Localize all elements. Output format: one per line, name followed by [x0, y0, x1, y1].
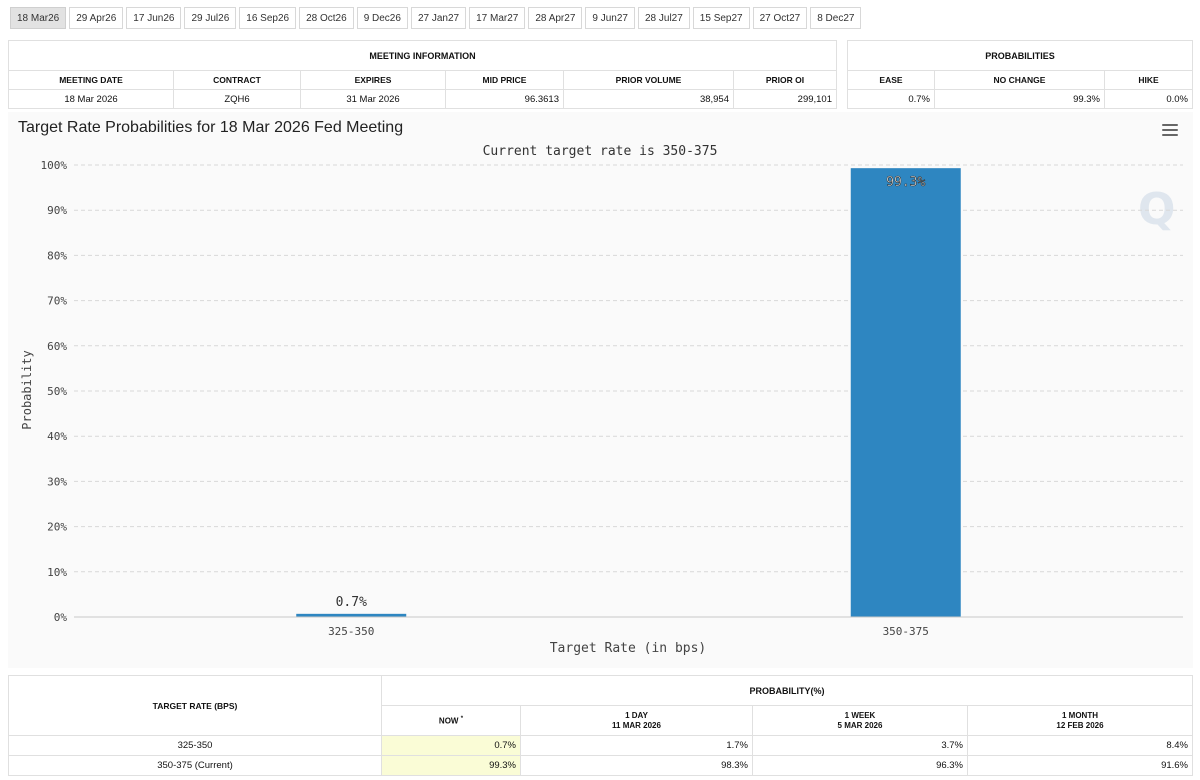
column-header: MEETING DATE	[8, 70, 174, 90]
tab-meeting[interactable]: 27 Jan27	[410, 7, 467, 29]
tab-meeting[interactable]: 29 Jul26	[184, 7, 237, 29]
chart-title: Target Rate Probabilities for 18 Mar 202…	[18, 119, 404, 136]
y-axis-ticks: 0% 10% 20% 30% 40% 50% 60% 70% 80% 90% 100%	[41, 159, 68, 624]
target-rate-cell: 350-375 (Current)	[8, 755, 382, 776]
y-tick-label: 20%	[47, 521, 67, 534]
tab-meeting[interactable]: 28 Jul27	[637, 7, 690, 29]
data-label: 99.3%	[886, 175, 925, 190]
tab-meeting[interactable]: 9 Dec26	[356, 7, 408, 29]
bar	[296, 613, 407, 617]
hike-cell: 0.0%	[1104, 89, 1193, 109]
tab-meeting[interactable]: 15 Sep27	[692, 7, 750, 29]
column-header: 1 DAY 11 MAR 2026	[520, 705, 753, 736]
now-marker: *	[460, 716, 464, 723]
y-tick-label: 50%	[47, 385, 67, 398]
meeting-information-table: MEETING INFORMATION MEETING DATE CONTRAC…	[8, 40, 837, 109]
prior-volume-cell: 38,954	[563, 89, 734, 109]
y-tick-label: 100%	[41, 159, 68, 172]
ease-cell: 0.7%	[847, 89, 935, 109]
meeting-information-heading: MEETING INFORMATION	[8, 40, 837, 71]
column-header: CONTRACT	[173, 70, 301, 90]
y-tick-label: 10%	[47, 566, 67, 579]
chart-panel: Target Rate Probabilities for 18 Mar 202…	[8, 112, 1193, 668]
probabilities-table: PROBABILITIES EASE NO CHANGE HIKE 0.7% 9…	[847, 40, 1193, 109]
now-column-header: NOW *	[381, 705, 521, 736]
column-header: 1 MONTH 12 FEB 2026	[967, 705, 1193, 736]
column-header: PRIOR OI	[733, 70, 837, 90]
mid-price-cell: 96.3613	[445, 89, 564, 109]
x-tick-label: 325-350	[328, 625, 374, 638]
table-row: 350-375 (Current) 99.3% 98.3% 96.3% 91.6…	[8, 755, 1193, 776]
x-axis-ticks: 325-350 350-375	[328, 625, 929, 638]
probabilities-heading: PROBABILITIES	[847, 40, 1193, 71]
probability-cell: 91.6%	[967, 755, 1193, 776]
probability-section-header: PROBABILITY(%)	[381, 675, 1193, 706]
data-label: 0.7%	[336, 595, 367, 610]
y-tick-label: 0%	[54, 611, 68, 624]
target-rate-cell: 325-350	[8, 735, 382, 756]
tab-meeting[interactable]: 17 Jun26	[126, 7, 182, 29]
bar-chart: 0% 10% 20% 30% 40% 50% 60% 70% 80% 90% 100% 0.7% 99…	[20, 144, 1183, 656]
no-change-cell: 99.3%	[934, 89, 1105, 109]
column-header: 1 WEEK 5 MAR 2026	[752, 705, 968, 736]
watermark-logo: Q	[1138, 184, 1176, 235]
y-tick-label: 40%	[47, 430, 67, 443]
gridlines	[74, 164, 1183, 573]
bars: 0.7% 99.3%	[296, 168, 961, 617]
x-axis-title: Target Rate (in bps)	[550, 641, 707, 656]
tab-meeting[interactable]: 28 Apr27	[528, 7, 583, 29]
tab-meeting[interactable]: 17 Mar27	[469, 7, 526, 29]
table-row: 325-350 0.7% 1.7% 3.7% 8.4%	[8, 735, 1193, 756]
y-tick-label: 60%	[47, 340, 67, 353]
column-header: EASE	[847, 70, 935, 90]
hamburger-menu-icon[interactable]	[1162, 124, 1178, 138]
probability-cell: 0.7%	[381, 735, 521, 756]
column-header: HIKE	[1104, 70, 1193, 90]
tab-meeting[interactable]: 18 Mar26	[10, 7, 67, 29]
bar	[850, 168, 961, 617]
chart-subtitle: Current target rate is 350-375	[483, 144, 718, 159]
prior-oi-cell: 299,101	[733, 89, 837, 109]
tab-meeting[interactable]: 8 Dec27	[810, 7, 862, 29]
probability-history-table: TARGET RATE (BPS) PROBABILITY(%) NOW * 1…	[8, 675, 1193, 776]
expires-cell: 31 Mar 2026	[300, 89, 446, 109]
column-header: EXPIRES	[300, 70, 446, 90]
x-tick-label: 350-375	[883, 625, 929, 638]
tab-meeting[interactable]: 28 Oct26	[299, 7, 354, 29]
probability-cell: 98.3%	[520, 755, 753, 776]
column-header: PRIOR VOLUME	[563, 70, 734, 90]
target-rate-header: TARGET RATE (BPS)	[8, 675, 382, 736]
tab-meeting[interactable]: 29 Apr26	[69, 7, 124, 29]
column-header: MID PRICE	[445, 70, 564, 90]
y-tick-label: 90%	[47, 204, 67, 217]
tab-meeting[interactable]: 16 Sep26	[239, 7, 297, 29]
probability-cell: 96.3%	[752, 755, 968, 776]
y-tick-label: 70%	[47, 295, 67, 308]
meeting-date-cell: 18 Mar 2026	[8, 89, 174, 109]
meeting-tabs: 18 Mar26 29 Apr26 17 Jun26 29 Jul26 16 S…	[10, 7, 862, 29]
y-tick-label: 30%	[47, 475, 67, 488]
tab-meeting[interactable]: 9 Jun27	[585, 7, 635, 29]
probability-cell: 8.4%	[967, 735, 1193, 756]
probability-cell: 3.7%	[752, 735, 968, 756]
y-tick-label: 80%	[47, 249, 67, 262]
y-axis-title: Probability	[20, 350, 34, 429]
probability-cell: 99.3%	[381, 755, 521, 776]
column-header: NO CHANGE	[934, 70, 1105, 90]
probability-cell: 1.7%	[520, 735, 753, 756]
tab-meeting[interactable]: 27 Oct27	[752, 7, 808, 29]
contract-cell: ZQH6	[173, 89, 301, 109]
